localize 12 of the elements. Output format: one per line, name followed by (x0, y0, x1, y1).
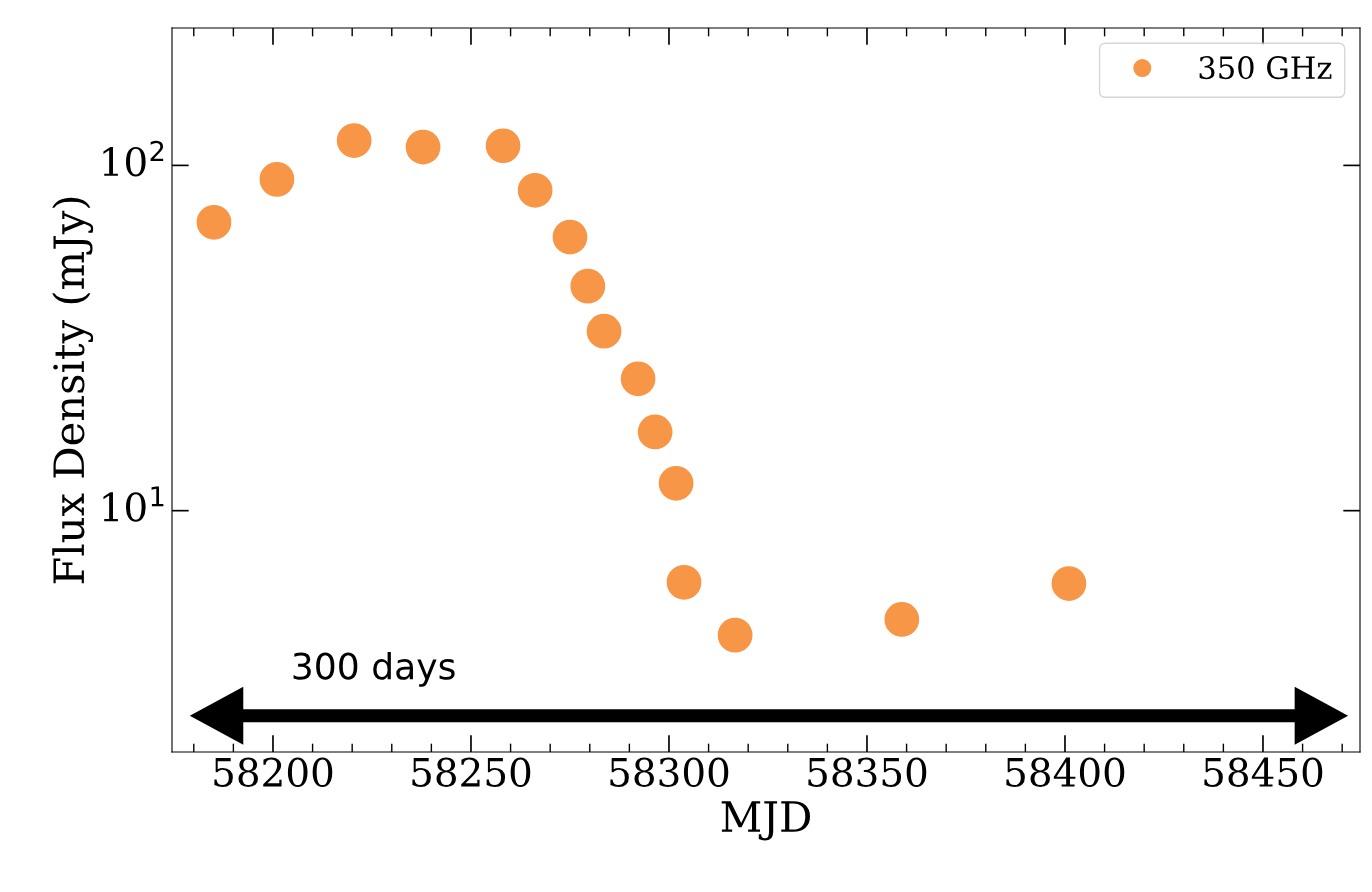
y-tick-label: 10$^{1}$ (103, 486, 164, 522)
y-tick-label: 10$^{2}$ (103, 140, 164, 177)
x-tick-label: 58300 (610, 757, 729, 787)
x-tick-label: 58250 (412, 757, 531, 787)
x-tick-label: 58200 (214, 757, 333, 787)
annotation: 300 days (293, 651, 455, 687)
y-axis-title: Flux Density (mJy) (52, 197, 94, 584)
x-tick-label: 58400 (1006, 757, 1125, 787)
x-tick-label: 58450 (1204, 757, 1323, 787)
legend-label: 350 GHz (1199, 56, 1332, 80)
x-axis-title: MJD (721, 801, 810, 841)
x-tick-label: 58350 (808, 757, 927, 787)
